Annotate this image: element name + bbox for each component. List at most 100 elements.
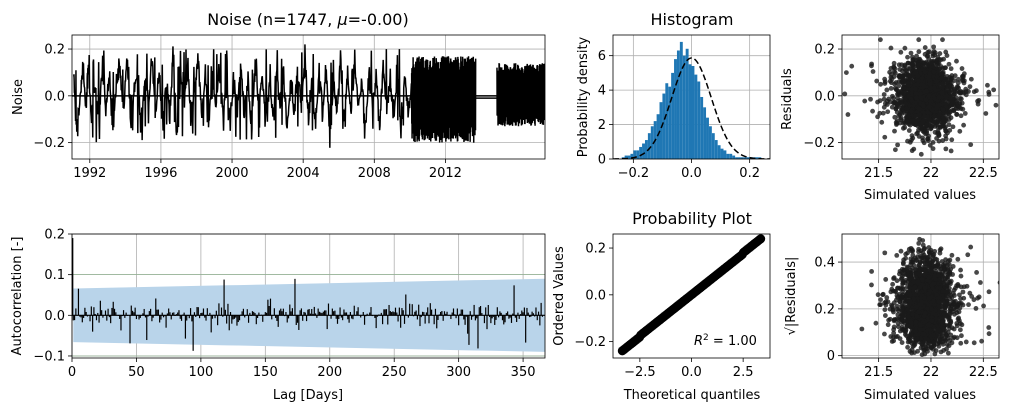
residual-point <box>882 134 888 140</box>
scale-location-point <box>922 347 927 353</box>
residual-point <box>949 73 955 78</box>
scale-location-point <box>947 257 953 263</box>
scale-location-point <box>900 303 906 309</box>
scale-location-point <box>960 302 966 308</box>
scale-location-point <box>942 266 947 272</box>
scale-location-point <box>935 327 941 332</box>
scale-location-point <box>929 306 935 312</box>
scaleloc-y-tick-label: 0.2 <box>814 302 835 317</box>
scale-location-point <box>948 278 954 284</box>
residual-point <box>927 81 933 87</box>
residual-point <box>936 61 942 67</box>
scale-location-point <box>898 248 904 254</box>
residual-point <box>936 138 942 144</box>
scale-location-point <box>916 240 922 246</box>
histogram-y-axis-label: Probability density <box>576 36 591 157</box>
residual-point <box>902 45 908 51</box>
scale-location-point <box>905 323 910 329</box>
residual-point <box>931 119 937 125</box>
scale-location-point <box>969 294 975 299</box>
scale-location-point <box>911 296 917 302</box>
scale-location-point <box>878 297 883 303</box>
histogram-bar <box>732 155 736 159</box>
residual-point <box>985 82 990 88</box>
scale-location-point <box>941 311 947 317</box>
residual-point <box>955 80 961 86</box>
residual-point <box>947 127 953 133</box>
noise-series-dense-segment <box>496 63 545 127</box>
scale-location-point <box>931 340 936 346</box>
histogram-bar <box>665 83 669 159</box>
residual-point <box>941 56 947 62</box>
scale-location-point <box>957 327 963 333</box>
noise-x-tick-label: 1996 <box>144 166 177 181</box>
residual-point <box>950 124 956 130</box>
residual-point <box>925 53 931 59</box>
residual-point <box>931 63 936 69</box>
scale-location-point <box>891 330 897 336</box>
scale-location-point <box>956 309 962 315</box>
residual-point <box>927 142 933 148</box>
scale-location-point <box>891 338 897 344</box>
residual-point <box>961 122 967 128</box>
scale-location-point <box>938 349 944 355</box>
residual-point <box>907 122 913 128</box>
scale-location-point <box>906 314 911 320</box>
noise-x-tick-label: 2012 <box>429 166 462 181</box>
histogram-normal-fit-line <box>613 57 770 159</box>
scale-location-point <box>921 264 927 270</box>
scale-location-point <box>966 302 971 308</box>
residual-point <box>915 81 920 87</box>
scale-location-point <box>893 334 899 340</box>
probplot-x-tick-label: −2.5 <box>624 365 656 380</box>
scale-location-point <box>919 277 925 283</box>
residual-point <box>937 51 943 56</box>
histogram-y-tick-label: 0 <box>598 153 606 168</box>
scale-location-point <box>899 313 905 319</box>
histogram-bar <box>708 126 712 159</box>
residual-point <box>947 108 953 114</box>
scale-location-point <box>905 307 911 313</box>
residual-point <box>968 76 974 82</box>
residual-point <box>892 147 898 153</box>
scale-location-point <box>954 335 960 341</box>
residual-point <box>971 89 977 95</box>
histogram-bar <box>627 155 631 159</box>
acf-x-axis-label: Lag [Days] <box>273 388 343 403</box>
probplot-ticks: −2.5 0.0 2.5 −0.2 0.0 0.2 <box>574 242 753 380</box>
scaleloc-y-tick-label: 0 <box>827 349 835 364</box>
scale-location-point <box>908 319 914 325</box>
histogram-y-tick-label: 2 <box>598 118 606 133</box>
histogram-bar <box>720 148 724 159</box>
noise-plot-area <box>72 44 545 148</box>
residual-point <box>913 118 919 124</box>
scale-location-point <box>910 257 916 262</box>
residual-point <box>949 137 955 143</box>
probability-plot-panel: Probability Plot Ordered Values Theoreti… <box>552 209 771 403</box>
noise-ticks: 1992 1996 2000 2004 2008 2012 −0.2 0.0 0.2 <box>33 43 462 181</box>
acf-x-tick-label: 100 <box>188 365 213 380</box>
scale-location-point <box>944 282 950 288</box>
scale-location-point <box>904 272 910 278</box>
residual-point <box>934 73 940 79</box>
scale-location-point <box>955 256 961 262</box>
scale-location-point <box>986 331 992 337</box>
scale-location-point <box>926 295 932 301</box>
residual-point <box>929 59 934 64</box>
acf-x-tick-label: 250 <box>382 365 407 380</box>
scale-location-point <box>933 312 939 318</box>
scale-location-point <box>958 267 963 273</box>
scale-location-point <box>880 292 886 298</box>
residual-point <box>926 93 932 99</box>
noise-x-tick-label: 2004 <box>287 166 320 181</box>
residual-point <box>956 85 961 91</box>
residual-point <box>922 45 928 50</box>
residuals-y-tick-label: −0.2 <box>803 136 835 151</box>
residual-point <box>925 49 931 55</box>
residual-point <box>907 139 913 145</box>
acf-x-tick-label: 350 <box>511 365 536 380</box>
histogram-bar <box>735 157 739 159</box>
scale-location-point <box>877 302 883 308</box>
residual-point <box>904 68 910 74</box>
